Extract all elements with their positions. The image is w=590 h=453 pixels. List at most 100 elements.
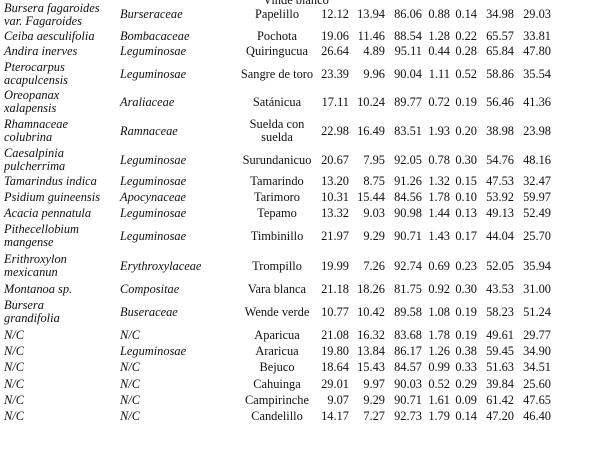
species-cell: N/C <box>4 408 24 423</box>
value-cell: 10.42 <box>357 304 385 319</box>
value-cell: 86.06 <box>394 7 422 21</box>
common-name-cell: Cahuinga <box>253 376 301 391</box>
value-cell: 10.31 <box>321 189 349 204</box>
species-cell: Acacia pennatula <box>4 205 92 220</box>
family-cell: N/C <box>120 328 140 342</box>
value-cell: 0.23 <box>455 258 477 273</box>
common-name-cell: Suelda con suelda <box>249 117 305 144</box>
value-cell: 92.73 <box>394 408 422 423</box>
value-cell: 26.64 <box>321 44 349 58</box>
table-row: Bursera fagaroides var. Fagaroides Bursera… <box>0 0 590 29</box>
family-cell: Erythroxylaceae <box>120 258 202 273</box>
value-cell: 1.32 <box>428 174 450 188</box>
value-cell: 1.26 <box>428 344 450 358</box>
species-cell: N/C <box>4 376 24 391</box>
value-cell: 49.13 <box>486 205 514 220</box>
family-cell: Apocynaceae <box>120 189 187 204</box>
value-cell: 4.89 <box>363 44 385 58</box>
value-cell: 0.13 <box>455 205 477 220</box>
value-cell: 7.26 <box>363 258 385 273</box>
value-cell: 25.70 <box>523 228 551 243</box>
value-cell: 43.53 <box>486 281 514 296</box>
species-cell: N/C <box>4 328 24 342</box>
value-cell: 13.32 <box>321 205 349 220</box>
value-cell: 38.98 <box>486 123 514 138</box>
value-cell: 0.09 <box>455 392 477 407</box>
value-cell: 35.54 <box>523 66 551 81</box>
value-cell: 0.15 <box>455 174 477 188</box>
value-cell: 9.29 <box>363 392 385 407</box>
value-cell: 8.75 <box>363 174 385 188</box>
value-cell: 0.88 <box>428 7 450 21</box>
data-table: Bursera fagaroides var. Fagaroides Bursera… <box>0 0 590 423</box>
value-cell: 32.47 <box>523 174 551 188</box>
value-cell: 47.53 <box>486 174 514 188</box>
value-cell: 83.51 <box>394 123 422 138</box>
value-cell: 1.61 <box>428 392 450 407</box>
species-cell: Bursera fagaroides var. Fagaroides <box>4 0 100 28</box>
value-cell: 0.99 <box>428 360 450 374</box>
value-cell: 35.94 <box>523 258 551 273</box>
value-cell: 58.23 <box>486 304 514 319</box>
common-name-cell: Papelillo <box>254 7 300 21</box>
species-cell: Pterocarpus acapulcensis <box>4 60 69 87</box>
value-cell: 15.44 <box>357 189 385 204</box>
value-cell: 23.39 <box>321 66 349 81</box>
value-cell: 0.14 <box>455 7 477 21</box>
value-cell: 22.98 <box>321 123 349 138</box>
family-cell: Compositae <box>120 281 180 296</box>
value-cell: 46.40 <box>523 408 551 423</box>
value-cell: 49.61 <box>486 328 514 342</box>
table-row: Acacia pennatula Leguminosae Tepamo 13.32 9.… <box>0 205 590 221</box>
value-cell: 16.49 <box>357 123 385 138</box>
common-name-cell: Trompillo <box>252 258 302 273</box>
table-row: Ceiba aesculifolia Bombacaceae Pochota 19.0… <box>0 29 590 43</box>
species-cell: Rhamnaceae colubrina <box>4 117 68 144</box>
value-cell: 90.04 <box>394 66 422 81</box>
common-name-cell: Aparicua <box>254 328 300 342</box>
value-cell: 18.26 <box>357 281 385 296</box>
value-cell: 11.46 <box>357 28 385 43</box>
value-cell: 29.77 <box>523 328 551 342</box>
common-name-cell: Pochota <box>257 28 297 43</box>
value-cell: 48.16 <box>523 152 551 167</box>
common-name-cell: Tamarindo <box>250 174 304 188</box>
table-row: N/C N/C Bejuco 18.64 15.43 84.57 0.99 0.33 51.63… <box>0 359 590 376</box>
value-cell: 0.69 <box>428 258 450 273</box>
value-cell: 81.75 <box>394 281 422 296</box>
cut-off-row-fragment: Vinde blanco <box>263 0 329 7</box>
family-cell: Ramnaceae <box>120 123 178 138</box>
value-cell: 10.77 <box>321 304 349 319</box>
family-cell: Burseraceae <box>120 7 183 21</box>
table-row: N/C N/C Campirinche 9.07 9.29 90.71 1.61 0.09 61… <box>0 392 590 408</box>
value-cell: 44.04 <box>486 228 514 243</box>
value-cell: 21.18 <box>321 281 349 296</box>
value-cell: 92.05 <box>394 152 422 167</box>
common-name-cell: Tarimoro <box>254 189 300 204</box>
value-cell: 0.10 <box>455 189 477 204</box>
value-cell: 34.51 <box>523 360 551 374</box>
value-cell: 0.22 <box>455 28 477 43</box>
value-cell: 61.42 <box>486 392 514 407</box>
species-cell: Andira inerves <box>4 44 78 58</box>
value-cell: 20.67 <box>321 152 349 167</box>
table-row: N/C N/C Cahuinga 29.01 9.97 90.03 0.52 0.29 39.8… <box>0 376 590 392</box>
value-cell: 0.30 <box>455 152 477 167</box>
value-cell: 84.56 <box>394 189 422 204</box>
value-cell: 33.81 <box>523 28 551 43</box>
value-cell: 9.97 <box>363 376 385 391</box>
family-cell: Leguminosae <box>120 66 187 81</box>
value-cell: 9.96 <box>363 66 385 81</box>
family-cell: Araliaceae <box>120 94 175 109</box>
value-cell: 52.49 <box>523 205 551 220</box>
value-cell: 0.44 <box>428 44 450 58</box>
value-cell: 14.17 <box>321 408 349 423</box>
family-cell: Bombacaceae <box>120 28 190 43</box>
value-cell: 41.36 <box>523 94 551 109</box>
species-cell: Bursera grandifolia <box>4 298 60 325</box>
table-row: Montanoa sp. Compositae Vara blanca 21.18 18… <box>0 281 590 297</box>
value-cell: 13.20 <box>321 174 349 188</box>
value-cell: 9.03 <box>363 205 385 220</box>
table-row: Andira inerves Leguminosae Quiringucua 26.6… <box>0 43 590 60</box>
value-cell: 19.06 <box>321 28 349 43</box>
